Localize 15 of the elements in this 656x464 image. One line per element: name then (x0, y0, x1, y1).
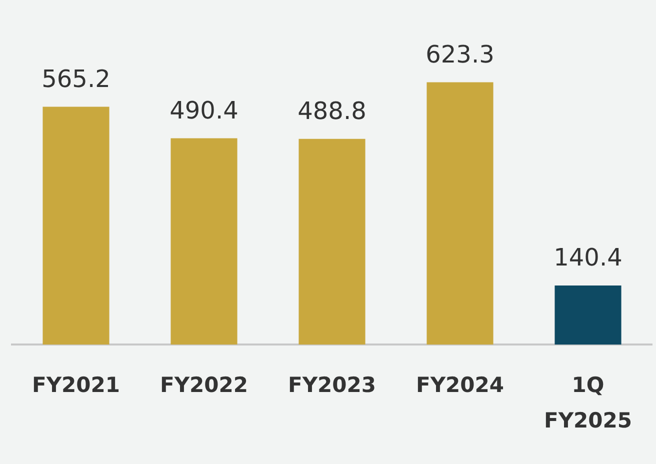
bar (170, 138, 238, 345)
bar (298, 138, 366, 345)
x-tick-label: FY2024 (416, 372, 504, 397)
bar (426, 82, 494, 345)
x-tick-label: FY2022 (160, 372, 248, 397)
bar (554, 286, 622, 345)
data-label: 140.4 (554, 244, 622, 272)
x-tick-label: 1Q FY2025 (544, 372, 632, 433)
bar (42, 106, 110, 345)
x-tick-label: FY2023 (288, 372, 376, 397)
data-label: 490.4 (170, 96, 238, 124)
x-tick-label: FY2021 (32, 372, 120, 397)
data-label: 565.2 (42, 64, 110, 93)
data-label: 623.3 (426, 40, 494, 69)
data-label: 488.8 (298, 97, 366, 126)
